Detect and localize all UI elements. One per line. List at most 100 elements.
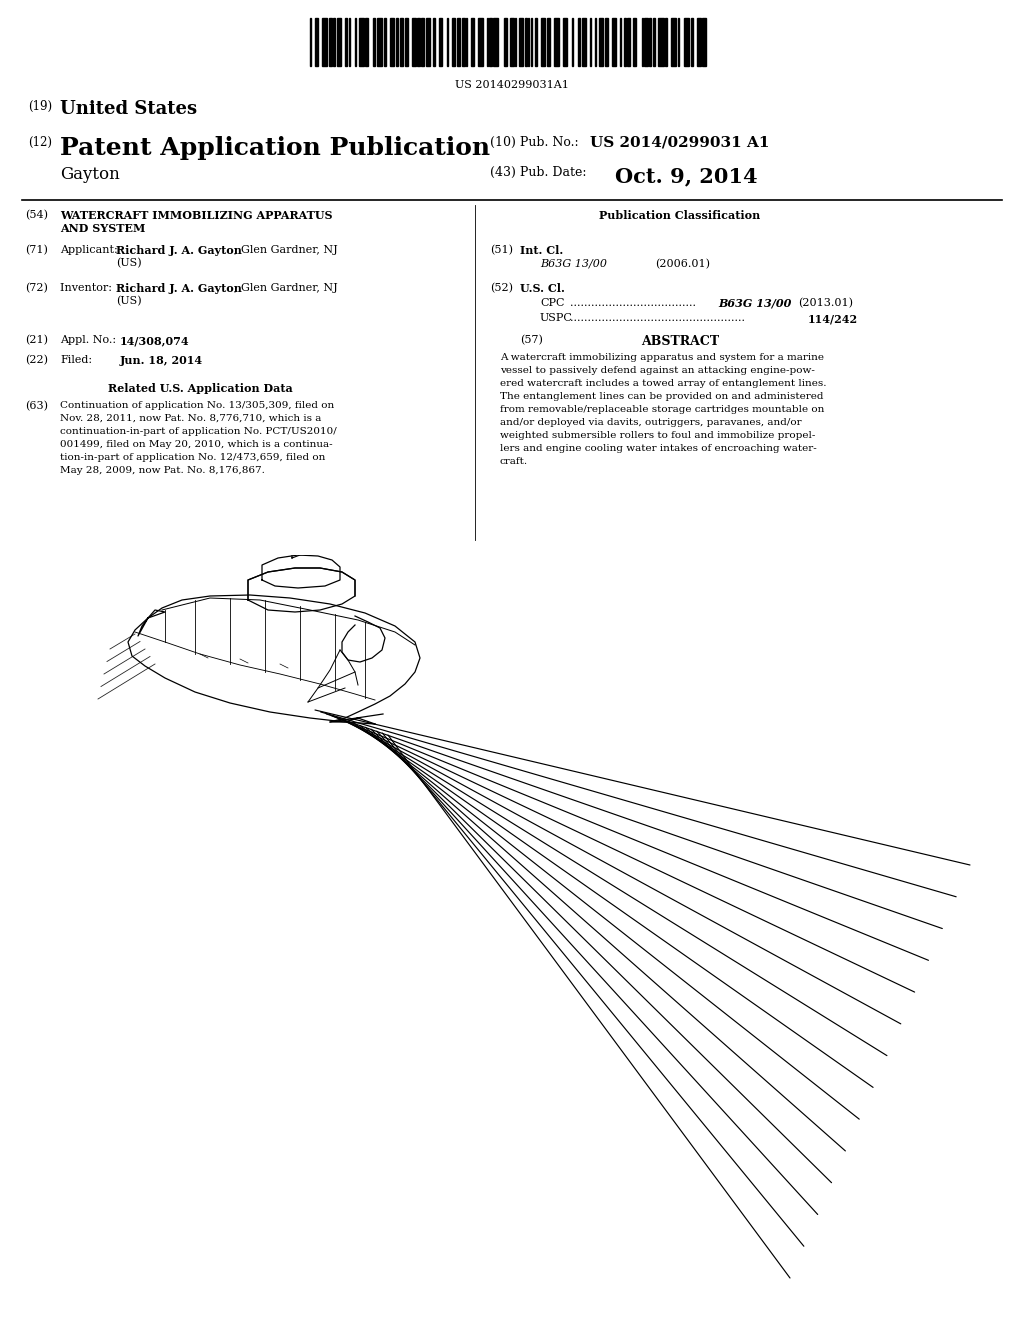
Text: weighted submersible rollers to foul and immobilize propel-: weighted submersible rollers to foul and… [500, 432, 815, 440]
Text: (22): (22) [25, 355, 48, 366]
Text: Filed:: Filed: [60, 355, 92, 366]
Text: (57): (57) [520, 335, 543, 346]
Text: A watercraft immobilizing apparatus and system for a marine: A watercraft immobilizing apparatus and … [500, 352, 824, 362]
Bar [355, 18, 356, 66]
Text: May 28, 2009, now Pat. No. 8,176,867.: May 28, 2009, now Pat. No. 8,176,867. [60, 466, 265, 475]
Bar [563, 18, 566, 66]
Text: Continuation of application No. 13/305,309, filed on: Continuation of application No. 13/305,3… [60, 401, 334, 411]
Bar [412, 18, 416, 66]
Bar [633, 18, 637, 66]
Bar [649, 18, 650, 66]
Text: , Glen Gardner, NJ: , Glen Gardner, NJ [234, 282, 338, 293]
Bar [478, 18, 483, 66]
Text: Oct. 9, 2014: Oct. 9, 2014 [615, 166, 758, 186]
Bar [384, 18, 386, 66]
Text: Nov. 28, 2011, now Pat. No. 8,776,710, which is a: Nov. 28, 2011, now Pat. No. 8,776,710, w… [60, 414, 322, 422]
Bar [644, 18, 648, 66]
Text: Related U.S. Application Data: Related U.S. Application Data [108, 383, 293, 393]
Bar [572, 18, 573, 66]
Bar [515, 18, 516, 66]
Bar [642, 18, 643, 66]
Bar [486, 18, 488, 66]
Text: ....................................: .................................... [570, 298, 696, 308]
Bar [624, 18, 626, 66]
Bar [599, 18, 603, 66]
Bar [366, 18, 368, 66]
Text: Richard J. A. Gayton: Richard J. A. Gayton [116, 282, 242, 294]
Text: continuation-in-part of application No. PCT/US2010/: continuation-in-part of application No. … [60, 426, 337, 436]
Text: B63G 13/00: B63G 13/00 [540, 259, 607, 269]
Text: ABSTRACT: ABSTRACT [641, 335, 719, 348]
Text: (72): (72) [25, 282, 48, 293]
Text: Int. Cl.: Int. Cl. [520, 246, 563, 256]
Bar [322, 18, 327, 66]
Bar [446, 18, 449, 66]
Text: and/or deployed via davits, outriggers, paravanes, and/or: and/or deployed via davits, outriggers, … [500, 418, 802, 426]
Bar [535, 18, 538, 66]
Bar [530, 18, 531, 66]
Text: B63G 13/00: B63G 13/00 [718, 298, 792, 309]
Bar [489, 18, 492, 66]
Bar [333, 18, 335, 66]
Bar [504, 18, 508, 66]
Text: WATERCRAFT IMMOBILIZING APPARATUS: WATERCRAFT IMMOBILIZING APPARATUS [60, 210, 333, 220]
Text: (US): (US) [116, 257, 141, 268]
Bar [678, 18, 679, 66]
Text: (10) Pub. No.:: (10) Pub. No.: [490, 136, 579, 149]
Bar [417, 18, 420, 66]
Bar [620, 18, 621, 66]
Bar [525, 18, 526, 66]
Bar [439, 18, 441, 66]
Text: (21): (21) [25, 335, 48, 346]
Text: , Glen Gardner, NJ: , Glen Gardner, NJ [234, 246, 338, 255]
Bar [452, 18, 455, 66]
Text: (US): (US) [116, 296, 141, 306]
Text: United States: United States [60, 100, 198, 117]
Bar [373, 18, 375, 66]
Bar [457, 18, 460, 66]
Text: Applicant:: Applicant: [60, 246, 121, 255]
Bar [697, 18, 701, 66]
Bar [690, 18, 693, 66]
Bar [377, 18, 382, 66]
Text: (12): (12) [28, 136, 52, 149]
Bar [432, 18, 435, 66]
Bar [471, 18, 474, 66]
Text: U.S. Cl.: U.S. Cl. [520, 282, 565, 294]
Bar [672, 18, 677, 66]
Bar [349, 18, 350, 66]
Bar [330, 18, 332, 66]
Text: Patent Application Publication: Patent Application Publication [60, 136, 490, 160]
Bar [337, 18, 341, 66]
Text: tion-in-part of application No. 12/473,659, filed on: tion-in-part of application No. 12/473,6… [60, 453, 326, 462]
Bar [390, 18, 394, 66]
Text: US 2014/0299031 A1: US 2014/0299031 A1 [590, 136, 769, 150]
Bar [315, 18, 317, 66]
Bar [421, 18, 424, 66]
Text: CPC: CPC [540, 298, 564, 308]
Bar [548, 18, 550, 66]
Text: (54): (54) [25, 210, 48, 220]
Bar [406, 18, 409, 66]
Bar [583, 18, 586, 66]
Bar [400, 18, 402, 66]
Bar [684, 18, 689, 66]
Bar [605, 18, 608, 66]
Text: US 20140299031A1: US 20140299031A1 [455, 81, 569, 90]
Text: from removable/replaceable storage cartridges mountable on: from removable/replaceable storage cartr… [500, 405, 824, 414]
Text: (71): (71) [25, 246, 48, 255]
Text: The entanglement lines can be provided on and administered: The entanglement lines can be provided o… [500, 392, 823, 401]
Text: Publication Classification: Publication Classification [599, 210, 761, 220]
Bar [658, 18, 664, 66]
Text: vessel to passively defend against an attacking engine-pow-: vessel to passively defend against an at… [500, 366, 815, 375]
Text: AND SYSTEM: AND SYSTEM [60, 223, 145, 234]
Text: ..................................................: ........................................… [570, 313, 745, 323]
Text: (19): (19) [28, 100, 52, 114]
Bar [579, 18, 580, 66]
Bar [519, 18, 523, 66]
Bar [310, 18, 311, 66]
Bar [396, 18, 397, 66]
Bar [541, 18, 545, 66]
Bar [359, 18, 365, 66]
Bar [462, 18, 465, 66]
